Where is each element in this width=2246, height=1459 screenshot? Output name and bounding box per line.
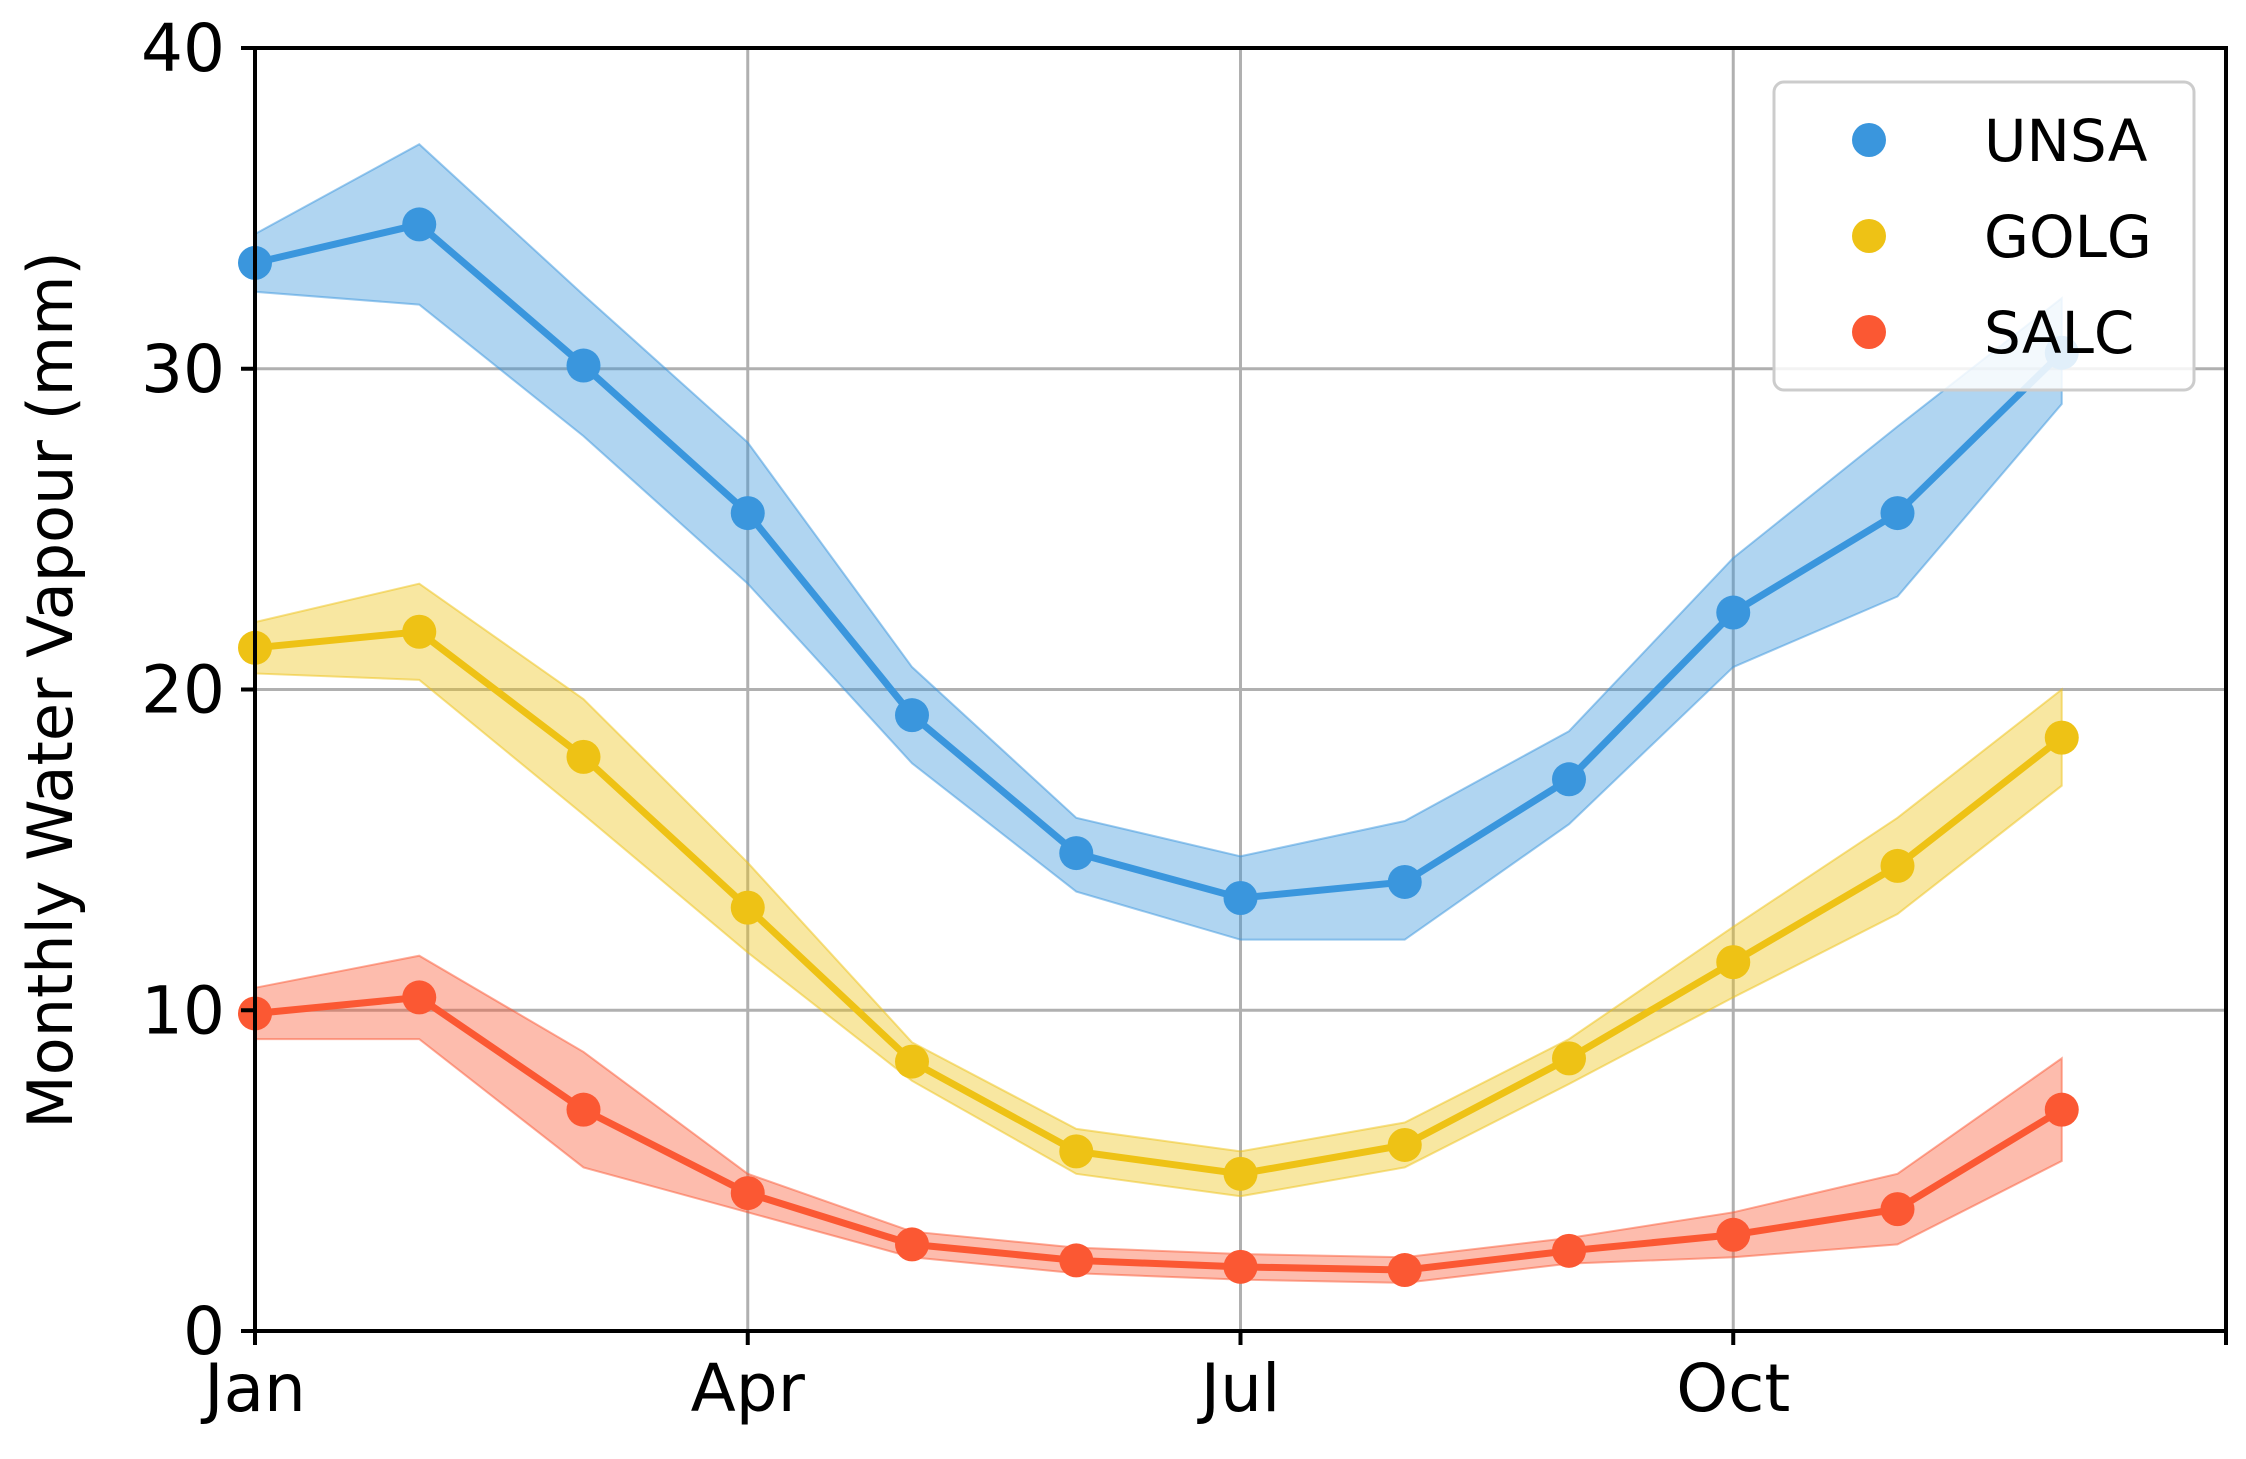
point-golg [1387, 1127, 1422, 1162]
point-golg [730, 890, 765, 925]
legend-box [1772, 80, 2196, 392]
point-golg [2044, 720, 2079, 755]
x-tick-label: Jan [200, 1350, 306, 1427]
point-salc [730, 1176, 765, 1211]
point-unsa [730, 496, 765, 531]
y-tick-label: 10 [141, 972, 225, 1049]
point-salc [895, 1227, 929, 1262]
point-golg [1552, 1041, 1586, 1076]
legend-marker-salc [1852, 315, 1886, 349]
legend: UNSA GOLG SALC [1772, 80, 2196, 392]
point-unsa [1223, 880, 1258, 915]
point-golg [1716, 945, 1751, 980]
point-salc [1880, 1192, 1915, 1227]
point-unsa [895, 698, 929, 733]
point-golg [895, 1044, 929, 1079]
y-tick-label: 40 [141, 10, 225, 87]
legend-label-salc: SALC [1984, 299, 2134, 367]
point-unsa [1716, 595, 1751, 630]
point-salc [2044, 1092, 2079, 1127]
y-tick-label: 30 [141, 331, 225, 408]
point-unsa [1059, 836, 1094, 871]
legend-label-unsa: UNSA [1984, 107, 2148, 175]
point-golg [566, 739, 601, 774]
point-unsa [1552, 762, 1586, 797]
legend-marker-unsa [1852, 123, 1886, 157]
point-salc [1387, 1253, 1422, 1288]
band-golg [254, 582, 2063, 1198]
point-unsa [566, 348, 601, 383]
point-golg [1223, 1156, 1258, 1191]
marker-layer [238, 207, 2079, 1288]
point-salc [566, 1092, 601, 1127]
y-tick-label: 20 [141, 652, 225, 729]
y-axis-label: Monthly Water Vapour (mm) [14, 251, 87, 1128]
y-tick-label: 0 [183, 1293, 225, 1370]
point-unsa [1387, 864, 1422, 899]
line-golg [254, 628, 2064, 1178]
point-unsa [402, 207, 437, 242]
point-unsa [1880, 496, 1915, 531]
line-layer [254, 220, 2065, 1274]
point-salc [402, 980, 437, 1015]
point-golg [1880, 848, 1915, 883]
axis-layer: Jan Apr Jul Oct 0 10 20 30 40 Monthly Water Vapou… [14, 10, 2228, 1427]
line-salc [254, 993, 2064, 1274]
point-salc [1552, 1233, 1586, 1268]
legend-marker-golg [1852, 219, 1886, 253]
x-tick-label: Jul [1197, 1350, 1281, 1427]
band-salc [254, 954, 2063, 1284]
point-salc [1223, 1249, 1258, 1284]
x-tick-label: Oct [1676, 1350, 1790, 1427]
legend-label-golg: GOLG [1984, 203, 2152, 271]
line-unsa [254, 220, 2065, 902]
point-golg [402, 614, 437, 649]
x-tick-label: Apr [691, 1350, 806, 1427]
point-salc [1716, 1217, 1751, 1252]
point-salc [1059, 1243, 1094, 1278]
point-golg [1059, 1134, 1094, 1169]
